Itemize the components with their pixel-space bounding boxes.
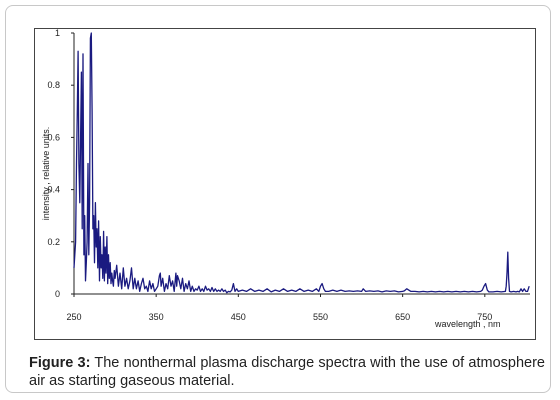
- y-ticks: 0 0.2 0.4 0.6 0.8 1: [47, 29, 74, 299]
- x-ticks: 250 350 450 550 650 750: [66, 294, 492, 322]
- chart-frame: 0 0.2 0.4 0.6 0.8 1 250 350 450 550 650 750 intens…: [34, 28, 536, 340]
- axes: [73, 33, 530, 295]
- y-tick-label: 0.8: [47, 80, 60, 90]
- series-line: [73, 32, 530, 294]
- caption-text: The nonthermal plasma discharge spectra …: [29, 355, 545, 389]
- x-tick-label: 450: [231, 312, 246, 322]
- y-tick-label: 0.4: [47, 185, 60, 195]
- y-tick-label: 0.2: [47, 237, 60, 247]
- caption-label: Figure 3:: [29, 355, 91, 371]
- figure-container: 0 0.2 0.4 0.6 0.8 1 250 350 450 550 650 750 intens…: [5, 5, 551, 393]
- figure-caption: Figure 3: The nonthermal plasma discharg…: [29, 354, 545, 390]
- y-tick-label: 1: [55, 29, 60, 38]
- x-tick-label: 250: [66, 312, 81, 322]
- x-tick-label: 350: [149, 312, 164, 322]
- x-tick-label: 550: [313, 312, 328, 322]
- y-tick-label: 0: [55, 289, 60, 299]
- x-axis-label: wavelength , nm: [434, 319, 501, 329]
- y-tick-label: 0.6: [47, 132, 60, 142]
- spectrum-chart: 0 0.2 0.4 0.6 0.8 1 250 350 450 550 650 750 intens…: [41, 29, 530, 329]
- x-tick-label: 650: [395, 312, 410, 322]
- x-tick-label: 750: [477, 312, 492, 322]
- y-axis-label: intensity , relative units.: [41, 127, 51, 221]
